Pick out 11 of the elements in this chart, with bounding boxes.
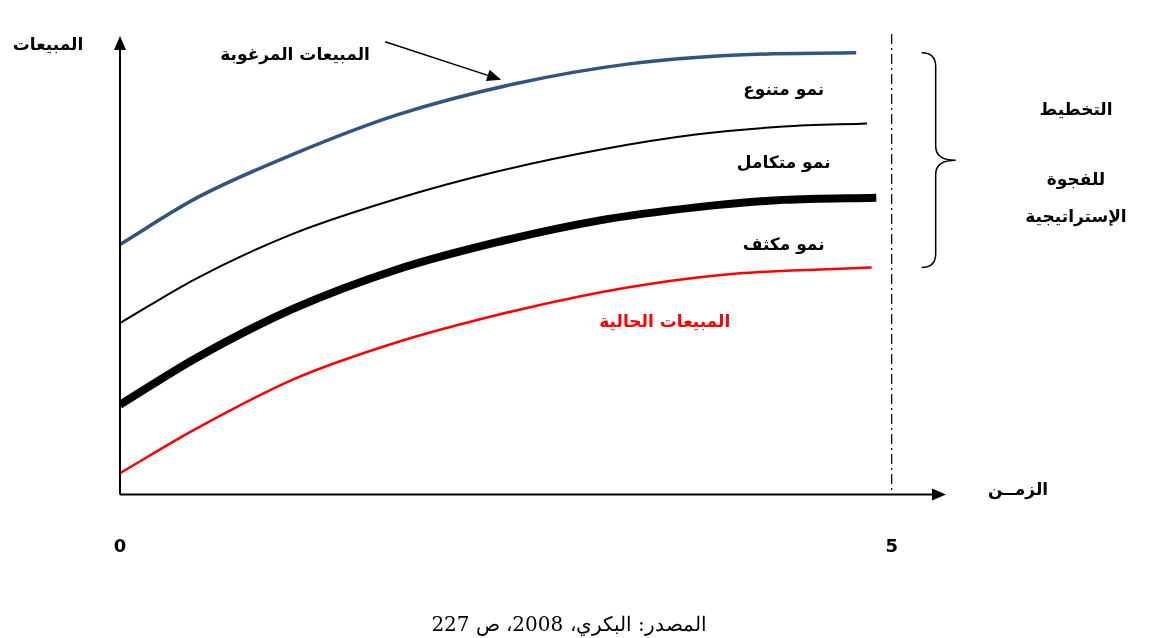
text: المبيعات المرغوبة [220, 44, 370, 66]
x-tick-label: 5 [885, 534, 898, 556]
y-axis-title: المبيعات [12, 34, 84, 55]
x-axis-title: الزمــن [987, 478, 1049, 500]
annotation: نمو مكثف [742, 234, 825, 256]
x-tick-label: 0 [113, 534, 127, 556]
series-label: المبيعات الحالية [599, 311, 731, 332]
annotation: نمو متنوع [743, 78, 825, 100]
text: المصدر: البكري، 2008، ص 227 [431, 612, 707, 637]
annotation: نمو متكامل [736, 151, 831, 173]
text: التخطيط للفجوة الإستراتيجية [1025, 99, 1127, 227]
